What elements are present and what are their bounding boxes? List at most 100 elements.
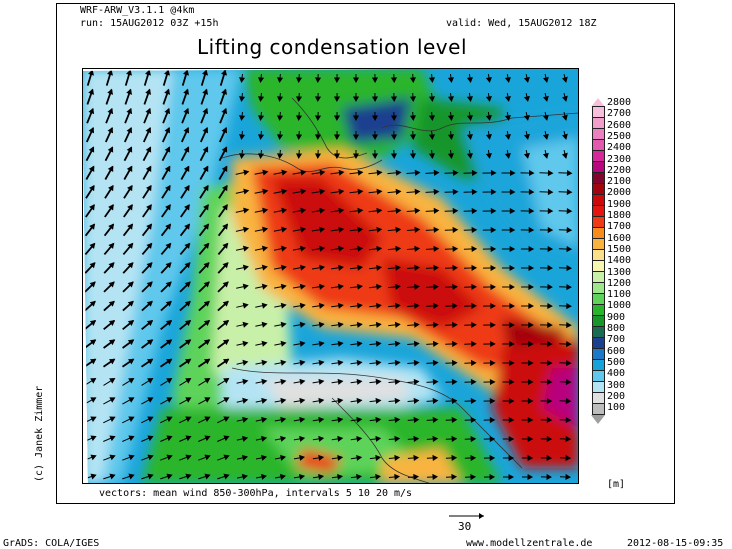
wind-arrow-head bbox=[146, 300, 153, 307]
wind-arrow-head bbox=[147, 358, 154, 365]
wind-arrow-head bbox=[242, 245, 250, 252]
wind-arrow-head bbox=[242, 302, 249, 309]
wind-arrow-head bbox=[371, 96, 379, 103]
wind-arrow-head bbox=[376, 207, 383, 214]
colorbar-label: 1600 bbox=[607, 232, 632, 244]
wind-arrow-head bbox=[128, 358, 135, 365]
wind-arrow-head bbox=[527, 397, 534, 405]
wind-arrow-head bbox=[204, 397, 211, 403]
wind-arrow-head bbox=[203, 320, 211, 326]
wind-arrow-head bbox=[242, 283, 249, 290]
wind-arrow-head bbox=[528, 226, 535, 234]
wind-arrow-head bbox=[414, 188, 421, 195]
wind-arrow-head bbox=[566, 246, 573, 253]
wind-arrow-head bbox=[490, 340, 496, 348]
wind-arrow-head bbox=[432, 340, 439, 347]
wind-arrow-head bbox=[561, 152, 568, 159]
wind-arrow-head bbox=[281, 169, 288, 176]
wind-arrow-head bbox=[485, 133, 492, 140]
wind-arrow-head bbox=[451, 435, 458, 442]
wind-arrow-head bbox=[565, 398, 572, 405]
wind-arrow-head bbox=[376, 245, 383, 252]
footer-right: 2012-08-15-09:35 bbox=[627, 538, 724, 549]
wind-arrow-head bbox=[242, 416, 249, 423]
wind-arrow-head bbox=[145, 127, 152, 134]
wind-arrow-head bbox=[277, 77, 284, 84]
wind-arrow-head bbox=[542, 95, 549, 102]
wind-arrow-head bbox=[504, 114, 511, 121]
wind-arrow-head bbox=[261, 340, 268, 347]
wind-arrow-head bbox=[447, 115, 454, 122]
wind-arrow-head bbox=[127, 281, 134, 288]
wind-arrow-head bbox=[128, 435, 135, 442]
wind-arrow-head bbox=[127, 300, 134, 307]
run-label: run: 15AUG2012 03Z +15h bbox=[80, 18, 219, 29]
wind-arrow-head bbox=[489, 397, 496, 405]
wind-arrow-head bbox=[203, 339, 211, 346]
wind-arrow-head bbox=[164, 165, 171, 172]
wind-arrow-head bbox=[146, 242, 153, 249]
wind-arrow-head bbox=[413, 340, 420, 347]
wind-arrow-head bbox=[432, 359, 439, 366]
wind-arrow-head bbox=[183, 127, 190, 134]
wind-arrow-head bbox=[409, 77, 417, 84]
wind-arrow-head bbox=[258, 77, 265, 84]
wind-arrow-head bbox=[277, 115, 284, 122]
wind-arrow-head bbox=[509, 226, 516, 234]
wind-arrow-head bbox=[523, 95, 530, 102]
wind-arrow-head bbox=[337, 378, 344, 385]
wind-arrow-head bbox=[452, 264, 459, 271]
wind-arrow-head bbox=[375, 378, 382, 385]
wind-arrow-head bbox=[489, 435, 496, 443]
wind-arrow-head bbox=[166, 416, 173, 422]
wind-arrow-head bbox=[90, 378, 97, 384]
wind-arrow-head bbox=[523, 133, 530, 140]
wind-arrow-head bbox=[281, 188, 288, 195]
wind-arrow-head bbox=[433, 188, 440, 195]
wind-arrow-head bbox=[452, 226, 459, 233]
wind-arrow-head bbox=[357, 245, 364, 252]
wind-arrow-head bbox=[338, 207, 345, 214]
wind-arrow-head bbox=[566, 170, 573, 177]
wind-arrow-head bbox=[376, 264, 383, 271]
wind-arrow-head bbox=[509, 245, 516, 253]
wind-arrow-head bbox=[528, 283, 534, 291]
wind-arrow-head bbox=[88, 146, 95, 153]
wind-arrow-head bbox=[107, 107, 114, 115]
wind-arrow-head bbox=[280, 416, 287, 423]
wind-arrow-head bbox=[261, 435, 268, 442]
wind-arrow-head bbox=[243, 188, 250, 195]
wind-arrow-head bbox=[184, 320, 192, 326]
wind-arrow-head bbox=[490, 264, 497, 272]
wind-arrow-head bbox=[298, 473, 306, 480]
wind-arrow-head bbox=[281, 226, 288, 233]
author-credit: (c) Janek Zimmer bbox=[34, 385, 45, 482]
wind-arrow-head bbox=[394, 454, 401, 461]
wind-arrow-head bbox=[223, 454, 230, 461]
wind-arrow-head bbox=[508, 454, 515, 462]
wind-arrow-head bbox=[432, 416, 439, 423]
colorbar-label: 1500 bbox=[607, 243, 632, 255]
wind-arrow-head bbox=[280, 378, 287, 385]
wind-arrow-head bbox=[204, 454, 211, 461]
colorbar-label: 900 bbox=[607, 311, 626, 323]
wind-arrow-head bbox=[561, 95, 568, 102]
wind-arrow-head bbox=[451, 397, 458, 404]
wind-arrow-head bbox=[528, 359, 534, 367]
wind-arrow-head bbox=[277, 134, 284, 141]
wind-arrow-head bbox=[296, 77, 303, 84]
wind-arrow-head bbox=[165, 339, 173, 346]
wind-arrow-head bbox=[300, 226, 307, 233]
colorbar bbox=[591, 98, 605, 424]
wind-arrow-head bbox=[356, 435, 363, 442]
wind-arrow-head bbox=[432, 378, 439, 385]
wind-arrow-head bbox=[261, 454, 268, 461]
reference-arrow-label: 30 bbox=[458, 520, 472, 533]
wind-arrow-head bbox=[471, 321, 477, 328]
wind-arrow-head bbox=[432, 454, 439, 461]
wind-arrow-head bbox=[337, 321, 344, 328]
wind-arrow-head bbox=[261, 283, 268, 290]
wind-arrow-head bbox=[202, 146, 209, 153]
wind-arrow-head bbox=[89, 223, 96, 230]
wind-arrow-head bbox=[88, 127, 95, 134]
